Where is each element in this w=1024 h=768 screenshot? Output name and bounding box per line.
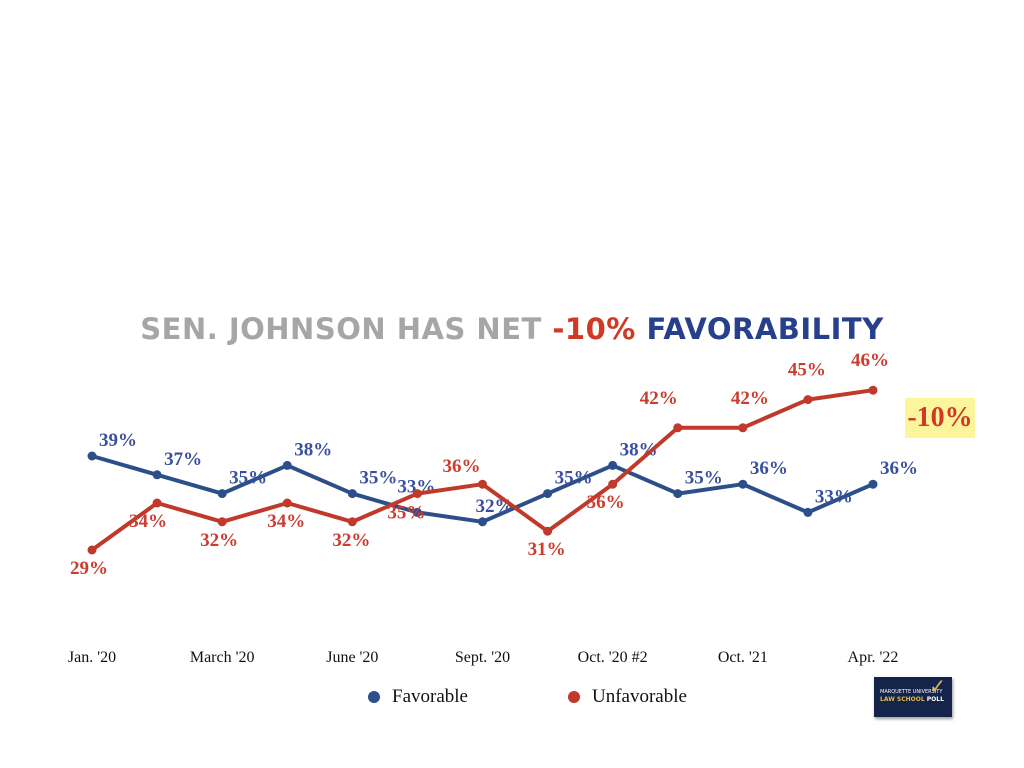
- title-part-gray: SEN. JOHNSON HAS NET: [140, 312, 553, 346]
- legend-item-favorable: Favorable: [368, 686, 468, 708]
- data-label-unfavorable: 31%: [528, 539, 566, 560]
- data-label-unfavorable: 34%: [267, 511, 305, 532]
- x-tick-label: June '20: [326, 649, 378, 666]
- data-point-favorable: [868, 479, 878, 489]
- data-point-unfavorable: [543, 526, 553, 536]
- data-label-favorable: 32%: [476, 496, 514, 517]
- data-label-unfavorable: 42%: [640, 388, 678, 409]
- data-point-favorable: [478, 517, 487, 527]
- data-point-unfavorable: [217, 517, 227, 527]
- data-point-unfavorable: [673, 423, 683, 433]
- data-point-favorable: [738, 479, 748, 489]
- logo-line2: LAW SCHOOL POLL: [880, 696, 944, 703]
- data-label-unfavorable: 32%: [332, 530, 370, 551]
- data-label-favorable: 36%: [880, 458, 918, 479]
- data-label-unfavorable: 45%: [788, 360, 826, 381]
- legend: Favorable Unfavorable: [0, 686, 1024, 710]
- x-tick-label: Oct. '20 #2: [578, 649, 648, 666]
- data-label-favorable: 38%: [294, 439, 332, 460]
- data-label-unfavorable: 29%: [70, 558, 108, 579]
- data-point-favorable: [217, 489, 227, 499]
- x-tick-label: Apr. '22: [848, 649, 899, 666]
- data-point-unfavorable: [803, 395, 813, 405]
- legend-item-unfavorable: Unfavorable: [568, 686, 687, 708]
- data-point-favorable: [347, 489, 357, 499]
- logo-poll: POLL: [924, 696, 944, 703]
- data-label-favorable: 35%: [555, 468, 593, 489]
- data-point-favorable: [412, 507, 422, 517]
- data-point-favorable: [282, 460, 292, 470]
- data-point-unfavorable: [152, 498, 162, 508]
- data-point-favorable: [673, 489, 683, 499]
- data-point-unfavorable: [347, 517, 357, 527]
- data-point-unfavorable: [412, 489, 422, 499]
- legend-label-favorable: Favorable: [392, 686, 468, 707]
- data-label-favorable: 39%: [99, 430, 137, 451]
- data-label-favorable: 35%: [685, 468, 723, 489]
- data-point-unfavorable: [478, 479, 487, 489]
- data-label-favorable: 35%: [229, 468, 267, 489]
- data-label-unfavorable: 36%: [443, 456, 481, 477]
- data-point-unfavorable: [608, 479, 618, 489]
- data-point-favorable: [543, 489, 553, 499]
- data-label-unfavorable: 32%: [200, 530, 238, 551]
- data-label-unfavorable: 36%: [587, 492, 625, 513]
- x-tick-label: Jan. '20: [68, 649, 116, 666]
- chart-title: SEN. JOHNSON HAS NET -10% FAVORABILITY: [0, 312, 1024, 346]
- data-point-unfavorable: [868, 385, 878, 395]
- data-label-unfavorable: 46%: [851, 350, 889, 371]
- checkmark-icon: ✓: [929, 674, 946, 698]
- data-label-favorable: 37%: [164, 449, 202, 470]
- logo-line1: MARQUETTE UNIVERSITY: [880, 689, 943, 695]
- data-label-favorable: 33%: [815, 486, 853, 507]
- marquette-law-school-poll-logo: MARQUETTE UNIVERSITY LAW SCHOOL POLL ✓: [874, 674, 952, 717]
- data-label-unfavorable: 34%: [129, 511, 167, 532]
- legend-marker-unfavorable: [568, 691, 580, 703]
- data-point-unfavorable: [282, 498, 292, 508]
- net-favorability-badge: -10%: [905, 398, 975, 438]
- x-tick-label: Sept. '20: [455, 649, 510, 666]
- data-label-favorable: 36%: [750, 458, 788, 479]
- x-tick-label: March '20: [190, 649, 255, 666]
- data-label-unfavorable: 35%: [387, 503, 425, 524]
- data-point-favorable: [803, 507, 813, 517]
- data-point-favorable: [608, 460, 618, 470]
- data-label-unfavorable: 42%: [731, 388, 769, 409]
- title-part-net: -10%: [552, 312, 636, 346]
- legend-marker-favorable: [368, 691, 380, 703]
- data-point-unfavorable: [738, 423, 748, 433]
- data-point-favorable: [87, 451, 97, 461]
- x-tick-label: Oct. '21: [718, 649, 768, 666]
- logo-law-school: LAW SCHOOL: [880, 696, 925, 703]
- legend-label-unfavorable: Unfavorable: [592, 686, 687, 707]
- data-label-favorable: 35%: [359, 468, 397, 489]
- data-point-unfavorable: [87, 545, 97, 555]
- title-part-favorability: FAVORABILITY: [635, 312, 884, 346]
- data-point-favorable: [152, 470, 162, 480]
